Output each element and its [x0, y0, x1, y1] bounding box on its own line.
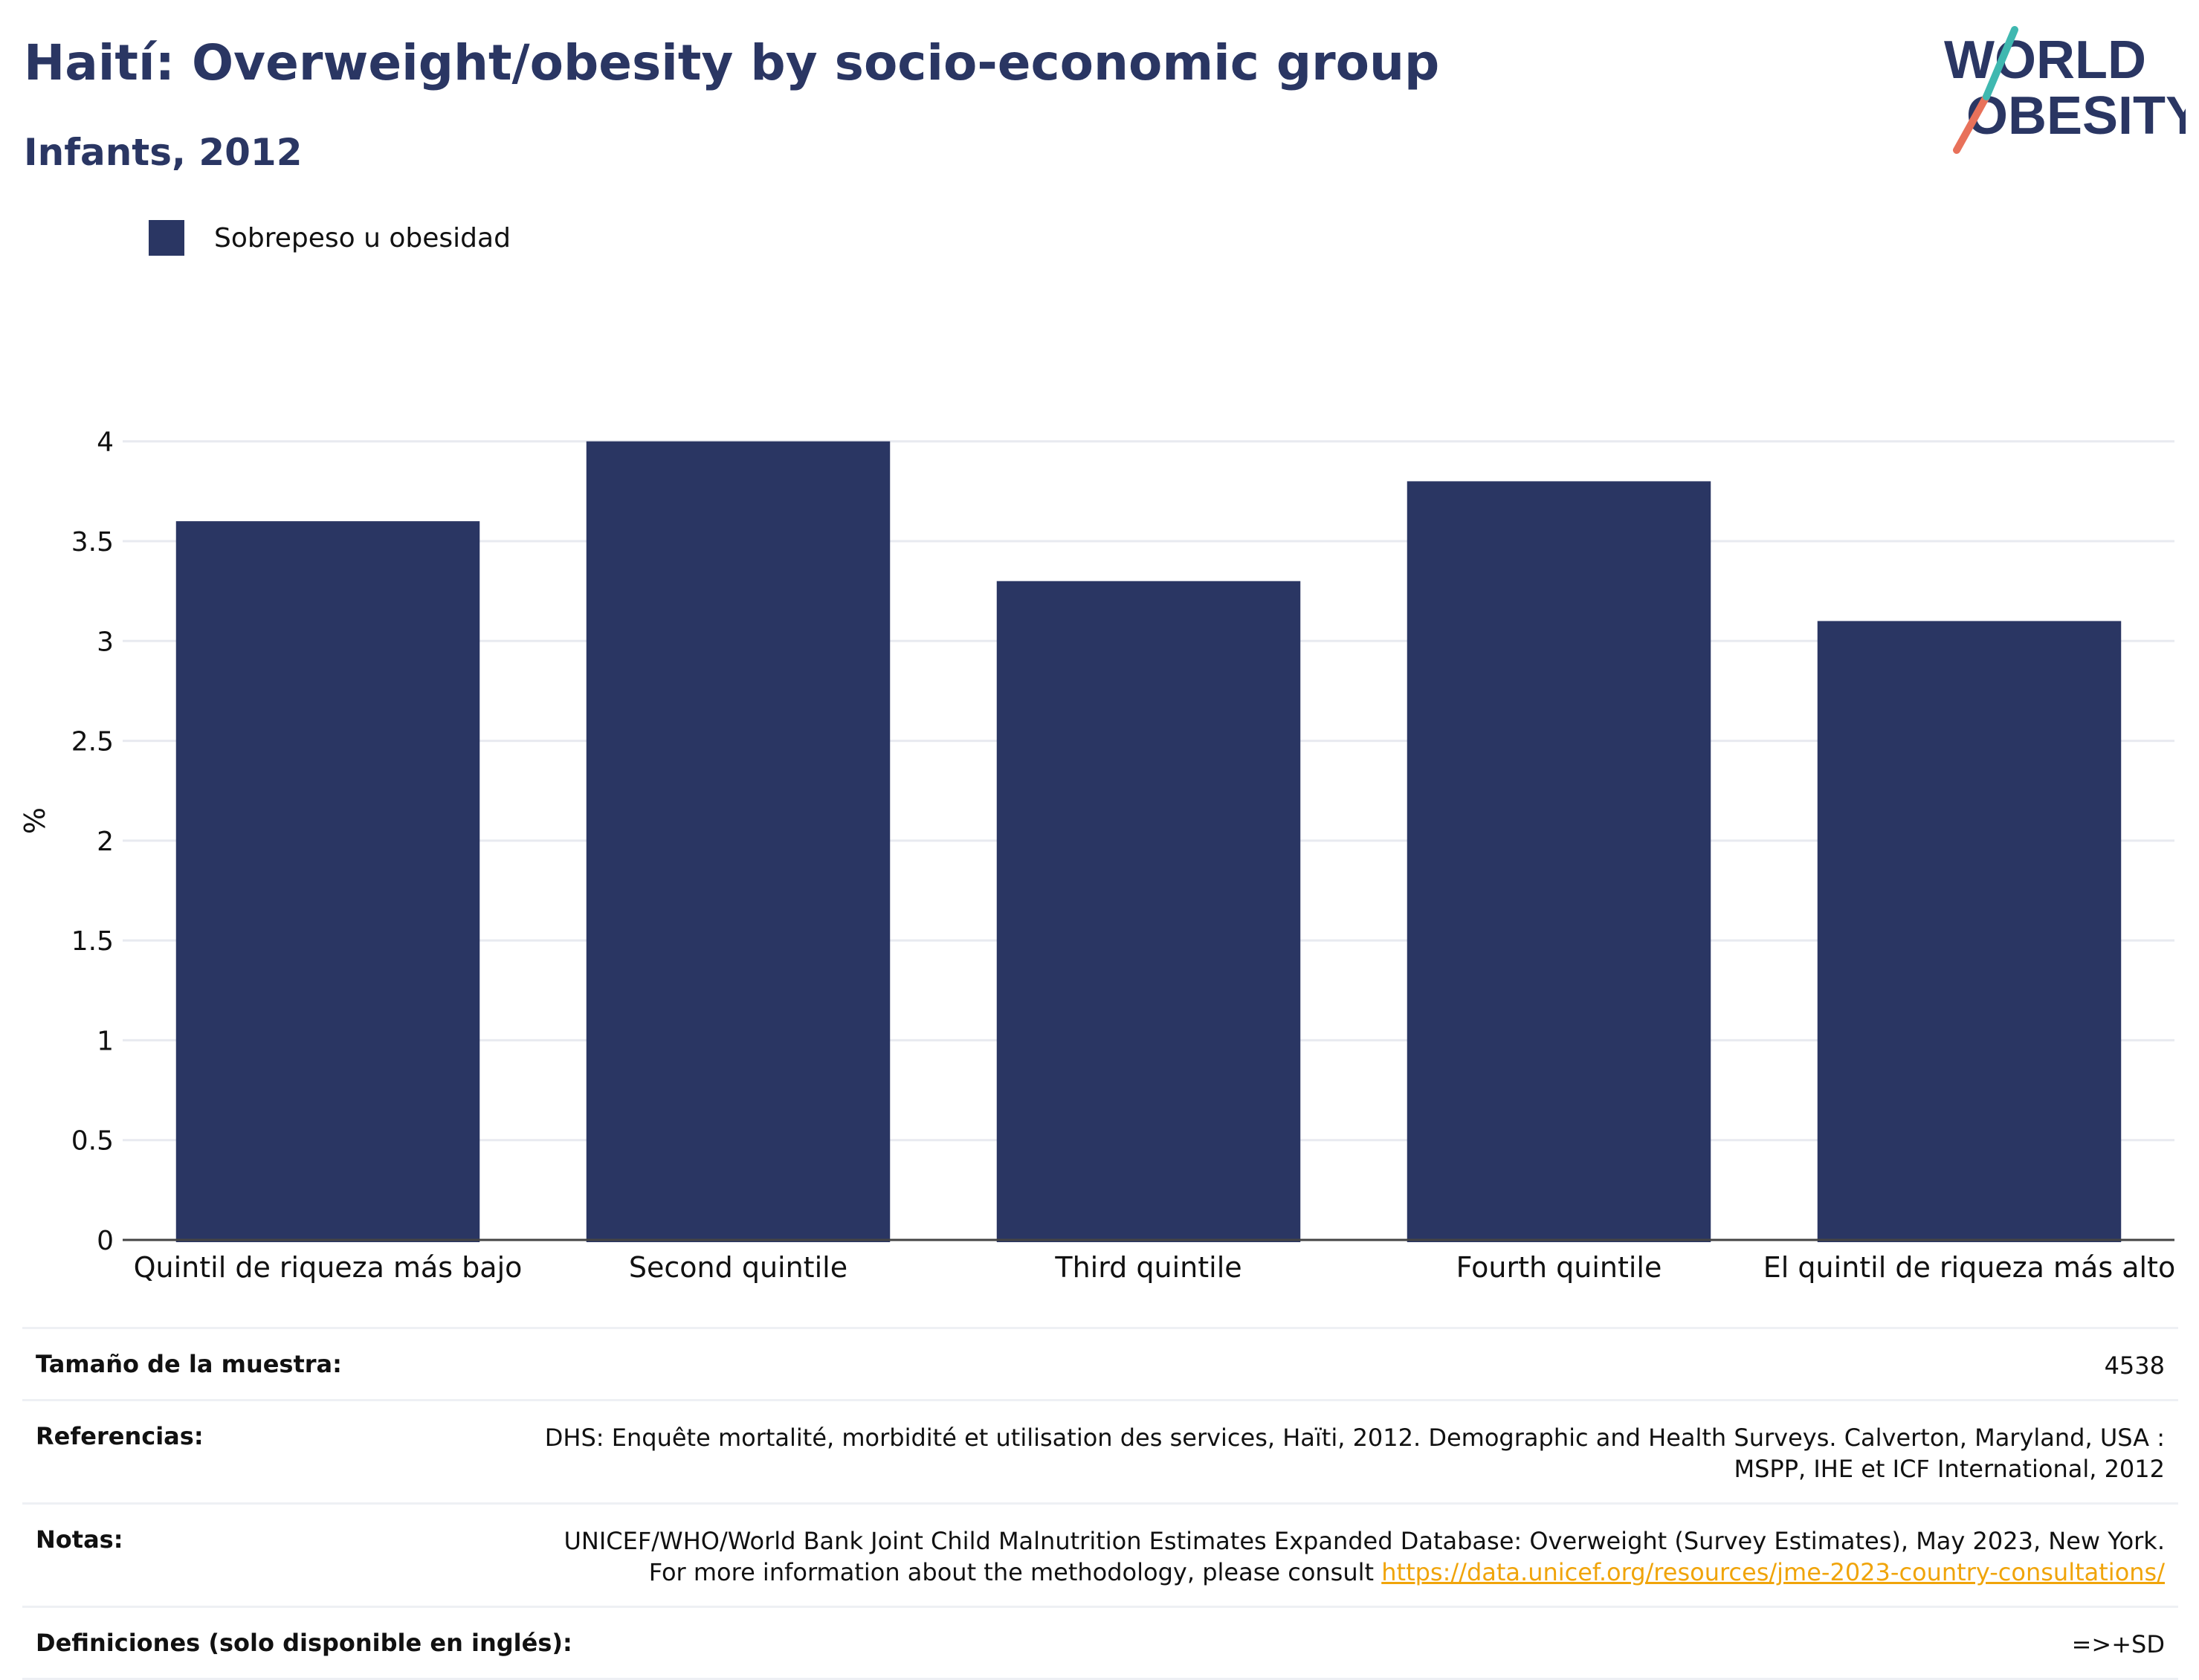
x-tick-label: Fourth quintile [1456, 1251, 1662, 1284]
notes-row: Notas: UNICEF/WHO/World Bank Joint Child… [22, 1502, 2178, 1606]
references-label: Referencias: [36, 1422, 204, 1450]
sample-size-row: Tamaño de la muestra: 4538 [22, 1327, 2178, 1399]
y-tick-label: 0 [97, 1226, 114, 1256]
info-table: Tamaño de la muestra: 4538 Referencias: … [22, 1327, 2178, 1680]
y-tick-label: 3 [97, 627, 114, 657]
references-value: DHS: Enquête mortalité, morbidité et uti… [544, 1424, 2165, 1483]
notes-value: UNICEF/WHO/World Bank Joint Child Malnut… [564, 1527, 2166, 1586]
x-tick-label: El quintil de riqueza más alto [1763, 1251, 2175, 1284]
bar [586, 441, 891, 1242]
logo-slash-lower [1953, 93, 1990, 154]
bar [1817, 621, 2122, 1242]
x-axis-ticks: Quintil de riqueza más bajo Second quinti… [134, 1251, 2176, 1284]
definitions-row: Definiciones (solo disponible en inglés)… [22, 1606, 2178, 1680]
x-tick-label: Quintil de riqueza más bajo [134, 1251, 523, 1284]
bars [175, 441, 2122, 1242]
logo-slash-upper [1983, 26, 2018, 100]
logo-line1: WORLD [1944, 30, 2146, 90]
bar-chart: 0 0.5 1 1.5 2 2.5 3 3.5 4 Quintil de riqueza más… [19, 427, 2176, 1284]
notes-link[interactable]: https://data.unicef.org/resources/jme-20… [1381, 1558, 2165, 1586]
chart-legend: Sobrepeso u obesidad [149, 220, 511, 256]
chart-title: Haití: Overweight/obesity by socio-econo… [24, 34, 1440, 91]
bar [175, 521, 480, 1242]
y-tick-label: 1.5 [71, 926, 114, 957]
y-axis-label: % [19, 807, 51, 834]
y-tick-label: 2.5 [71, 727, 114, 757]
x-tick-label: Second quintile [629, 1251, 847, 1284]
y-tick-label: 2 [97, 827, 114, 857]
y-tick-label: 3.5 [71, 527, 114, 558]
logo-line2: OBESITY [1966, 86, 2186, 146]
x-tick-label: Third quintile [1054, 1251, 1241, 1284]
y-tick-label: 0.5 [71, 1126, 114, 1157]
y-axis-ticks: 0 0.5 1 1.5 2 2.5 3 3.5 4 [71, 427, 114, 1256]
world-obesity-logo: WORLD OBESITY [1944, 26, 2186, 154]
bar [1407, 481, 1711, 1242]
y-tick-label: 4 [97, 427, 114, 458]
legend-swatch [149, 220, 184, 256]
definitions-label: Definiciones (solo disponible en inglés)… [36, 1629, 572, 1657]
y-tick-label: 1 [97, 1026, 114, 1056]
sample-size-value: 4538 [2104, 1351, 2165, 1380]
chart-subtitle: Infants, 2012 [24, 131, 303, 174]
definitions-value: =>+SD [2071, 1630, 2165, 1658]
notes-value-wrap: UNICEF/WHO/World Bank Joint Child Malnut… [544, 1525, 2166, 1588]
notes-label: Notas: [36, 1525, 123, 1554]
bar [996, 581, 1301, 1242]
references-row: Referencias: DHS: Enquête mortalité, mor… [22, 1399, 2178, 1502]
legend-label: Sobrepeso u obesidad [214, 222, 511, 253]
sample-size-label: Tamaño de la muestra: [36, 1350, 342, 1378]
